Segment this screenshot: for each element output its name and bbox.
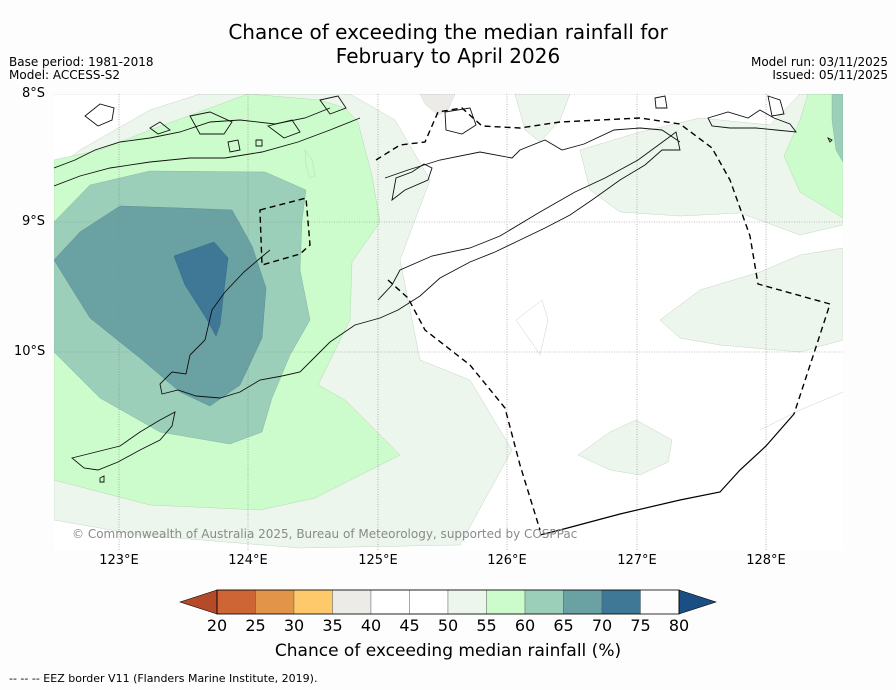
- colorbar-cell: [563, 589, 603, 615]
- colorbar-cell: [370, 589, 410, 615]
- wetar-coast: [384, 127, 681, 179]
- island-ne-3: [767, 95, 785, 117]
- meta-left: Base period: 1981-2018 Model: ACCESS-S2: [9, 56, 154, 82]
- lon-label-128e: 128°E: [746, 553, 786, 568]
- timor-coast: [159, 131, 681, 399]
- island-ne-1: [654, 95, 668, 109]
- colorbar-tick-label: 20: [206, 616, 228, 635]
- island-small-2: [255, 139, 263, 147]
- colorbar-tick-label: 65: [553, 616, 574, 635]
- colorbar-tick-label: 75: [630, 616, 651, 635]
- lon-label-125e: 125°E: [358, 553, 398, 568]
- eez-footnote: -- -- -- EEZ border V11 (Flanders Marine…: [9, 672, 318, 685]
- island-e: [826, 136, 833, 143]
- zone-55-east: [579, 94, 843, 236]
- zone-65-east: [831, 94, 843, 163]
- model-name: Model: ACCESS-S2: [9, 68, 121, 82]
- colorbar-cell: [332, 589, 372, 615]
- colorbar-tick-label: 40: [360, 616, 382, 635]
- colorbar-cell: [447, 589, 487, 615]
- title-line-2: February to April 2026: [335, 44, 561, 68]
- meta-right: Model run: 03/11/2025 Issued: 05/11/2025: [751, 56, 888, 82]
- copyright-notice: © Commonwealth of Australia 2025, Bureau…: [72, 527, 578, 541]
- colorbar-cell: [216, 589, 256, 615]
- zone-60-east: [783, 94, 843, 219]
- lat-label-9s: 9°S: [22, 214, 46, 229]
- zone-55-south: [577, 419, 673, 476]
- colorbar-cell: [601, 589, 641, 615]
- colorbar-cell: [524, 589, 564, 615]
- colorbar-cell: [409, 589, 449, 615]
- island-small-1: [227, 139, 241, 153]
- map-title: Chance of exceeding the median rainfall …: [0, 20, 896, 68]
- colorbar-frame: [216, 589, 680, 615]
- zone-55-north: [514, 94, 571, 143]
- colorbar-cells: [216, 589, 641, 615]
- issued-date: Issued: 05/11/2025: [772, 68, 888, 82]
- colorbar-cell: [293, 589, 333, 615]
- zone-40-north: [419, 94, 456, 116]
- colorbar-tick-label: 55: [476, 616, 497, 635]
- colorbar-arrow-low: [179, 589, 218, 615]
- flores-coast: [54, 117, 361, 187]
- colorbar-tick-label: 50: [437, 616, 459, 635]
- colorbar-tick-label: 45: [399, 616, 420, 635]
- colorbar-tick-label: 30: [283, 616, 305, 635]
- zone-55-southeast: [759, 391, 843, 431]
- alor-coast: [444, 107, 477, 135]
- lon-label-126e: 126°E: [487, 553, 527, 568]
- eez-border-solid: [539, 413, 795, 536]
- lon-label-127e: 127°E: [617, 553, 657, 568]
- colorbar-tick-label: 60: [514, 616, 536, 635]
- colorbar-tick-label: 70: [591, 616, 613, 635]
- colorbar-tick-label: 35: [322, 616, 343, 635]
- eez-border-dashed: [259, 107, 831, 531]
- lon-label-123e: 123°E: [99, 553, 139, 568]
- sumba-coast: [71, 411, 176, 471]
- zone-75-west: [173, 241, 229, 337]
- rote-coast: [99, 475, 105, 483]
- colorbar-cell: [486, 589, 526, 615]
- lat-label-10s: 10°S: [14, 344, 46, 359]
- timor-upper-coast: [391, 163, 433, 202]
- colorbar-title: Chance of exceeding median rainfall (%): [274, 641, 622, 661]
- colorbar: [179, 589, 717, 615]
- zone-50-patch: [515, 299, 549, 356]
- model-run: Model run: 03/11/2025: [750, 55, 888, 69]
- base-period: Base period: 1981-2018: [9, 55, 154, 69]
- islands-top: [84, 95, 347, 139]
- lon-label-124e: 124°E: [228, 553, 268, 568]
- graticule: [54, 94, 843, 550]
- colorbar-arrow-high: [678, 589, 717, 615]
- zone-55-east-lower: [659, 247, 843, 353]
- island-ne-2: [707, 109, 797, 133]
- coastlines: [54, 95, 833, 483]
- colorbar-cell: [255, 589, 295, 615]
- lat-label-8s: 8°S: [22, 86, 46, 101]
- colorbar-tick-label: 80: [668, 616, 690, 635]
- zone-60-north: [304, 149, 316, 179]
- colorbar-tick-label: 25: [245, 616, 266, 635]
- title-line-1: Chance of exceeding the median rainfall …: [228, 20, 668, 44]
